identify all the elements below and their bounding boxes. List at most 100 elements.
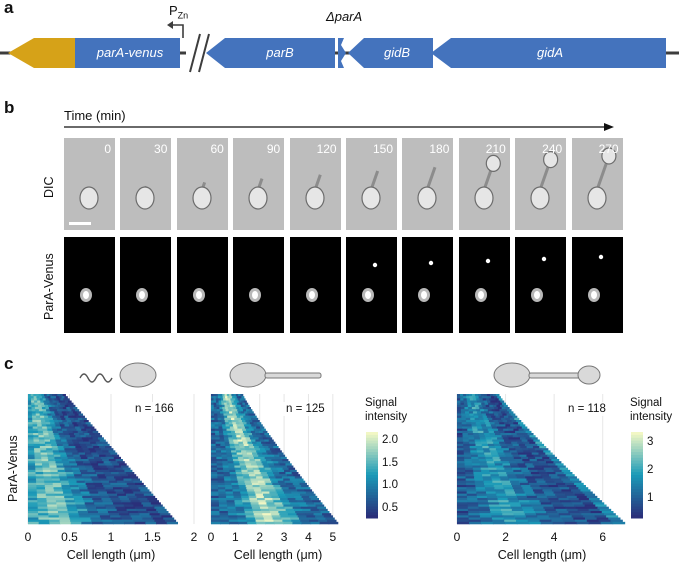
heatmap-cell (505, 424, 511, 427)
heatmap-cell (231, 402, 236, 406)
heatmap-cell (120, 465, 129, 468)
heatmap-cell (462, 428, 468, 432)
heatmap-cell (36, 394, 40, 397)
heatmap-cell (57, 467, 66, 471)
heatmap-cell (28, 472, 37, 475)
heatmap-cell (242, 472, 249, 475)
heatmap-cell (251, 504, 260, 507)
heatmap-cell (68, 415, 73, 419)
heatmap-cell (65, 450, 72, 453)
heatmap-cell (222, 463, 229, 466)
heatmap-cell (38, 521, 50, 525)
heatmap-cell (214, 424, 219, 427)
heatmap-cell (548, 515, 561, 518)
heatmap-cell (211, 519, 221, 523)
heatmap-cell (28, 417, 33, 421)
heatmap-cell (517, 463, 526, 466)
heatmap-cell (229, 424, 234, 427)
heatmap-cell (127, 511, 139, 514)
heatmap-cell (223, 435, 229, 438)
heatmap-cell (550, 476, 560, 479)
heatmap-cell (67, 508, 78, 512)
heatmap-cell (46, 498, 57, 501)
heatmap-cell (240, 398, 244, 401)
heatmap-cell (71, 450, 79, 453)
heatmap-cell (549, 474, 558, 477)
heatmap-cell (460, 400, 465, 403)
heatmap-cell (251, 465, 259, 468)
heatmap-cell (79, 515, 91, 518)
heatmap-cell (53, 487, 63, 490)
heatmap-cell (77, 430, 84, 434)
heatmap-cell (298, 517, 309, 520)
heatmap-cell (479, 398, 484, 401)
heatmap-cell (66, 407, 71, 410)
heatmap-cell (64, 498, 75, 501)
heatmap-cell (254, 515, 264, 518)
heatmap-cell (457, 511, 469, 514)
heatmap-cell (239, 463, 246, 466)
heatmap-cell (262, 476, 270, 479)
heatmap-cell (474, 478, 484, 481)
heatmap-cell (211, 415, 215, 419)
heatmap-cell (527, 439, 534, 442)
heatmap-cell (39, 411, 44, 414)
heatmap-cell (538, 517, 551, 520)
heatmap-cell (249, 498, 258, 501)
heatmap-cell (460, 398, 465, 401)
heatmap-cell (40, 415, 45, 419)
heatmap-cell (463, 450, 471, 453)
heatmap-cell (274, 502, 283, 505)
heatmap-cell (298, 502, 307, 505)
heatmap-cell (494, 407, 499, 410)
heatmap-cell (49, 463, 57, 466)
heatmap-cell (124, 491, 134, 494)
heatmap-cell (47, 430, 54, 434)
heatmap-cell (28, 463, 36, 466)
heatmap-cell (226, 495, 235, 499)
heatmap-cell (490, 435, 497, 438)
heatmap-cell (227, 508, 237, 512)
heatmap-cell (471, 394, 476, 397)
heatmap-cell (226, 500, 235, 503)
heatmap-cell (254, 437, 260, 440)
heatmap-cell (239, 487, 247, 490)
cell-icon (530, 151, 559, 210)
heatmap-cell (226, 413, 231, 416)
heatmap-cell (488, 502, 500, 505)
heatmap-cell (237, 402, 241, 406)
heatmap-cell (238, 521, 248, 525)
heatmap-cell (253, 511, 263, 514)
heatmap-cell (508, 415, 514, 419)
heatmap-cell (517, 498, 529, 501)
heatmap-cell (479, 463, 488, 466)
heatmap-cell (28, 409, 33, 412)
heatmap-cell (39, 439, 46, 442)
heatmap-cell (219, 409, 224, 412)
heatmap-cell (522, 487, 533, 490)
heatmap-cell (37, 424, 43, 427)
heatmap-cell (523, 489, 534, 492)
heatmap-cell (496, 435, 503, 438)
heatmap-cell (488, 446, 496, 449)
heatmap-cell (225, 446, 231, 449)
heatmap-cell (232, 456, 239, 460)
heatmap-cell (278, 495, 288, 499)
heatmap-cell (73, 441, 80, 445)
heatmap-cell (476, 409, 481, 412)
heatmap-cell (478, 430, 484, 434)
heatmap-cell (532, 446, 540, 449)
heatmap-cell (225, 398, 229, 401)
heatmap-cell (511, 508, 524, 512)
heatmap-cell (225, 443, 231, 447)
heatmap-cell (54, 398, 58, 401)
heatmap-cell (240, 417, 245, 421)
heatmap-cell (223, 437, 229, 440)
heatmap-cell (152, 504, 163, 507)
heatmap-cell (56, 441, 63, 445)
heatmap-cell (273, 485, 281, 488)
heatmap-cell (121, 476, 131, 479)
heatmap-cell (466, 493, 478, 497)
heatmap-cell (502, 485, 513, 488)
heatmap-cell (110, 515, 121, 518)
